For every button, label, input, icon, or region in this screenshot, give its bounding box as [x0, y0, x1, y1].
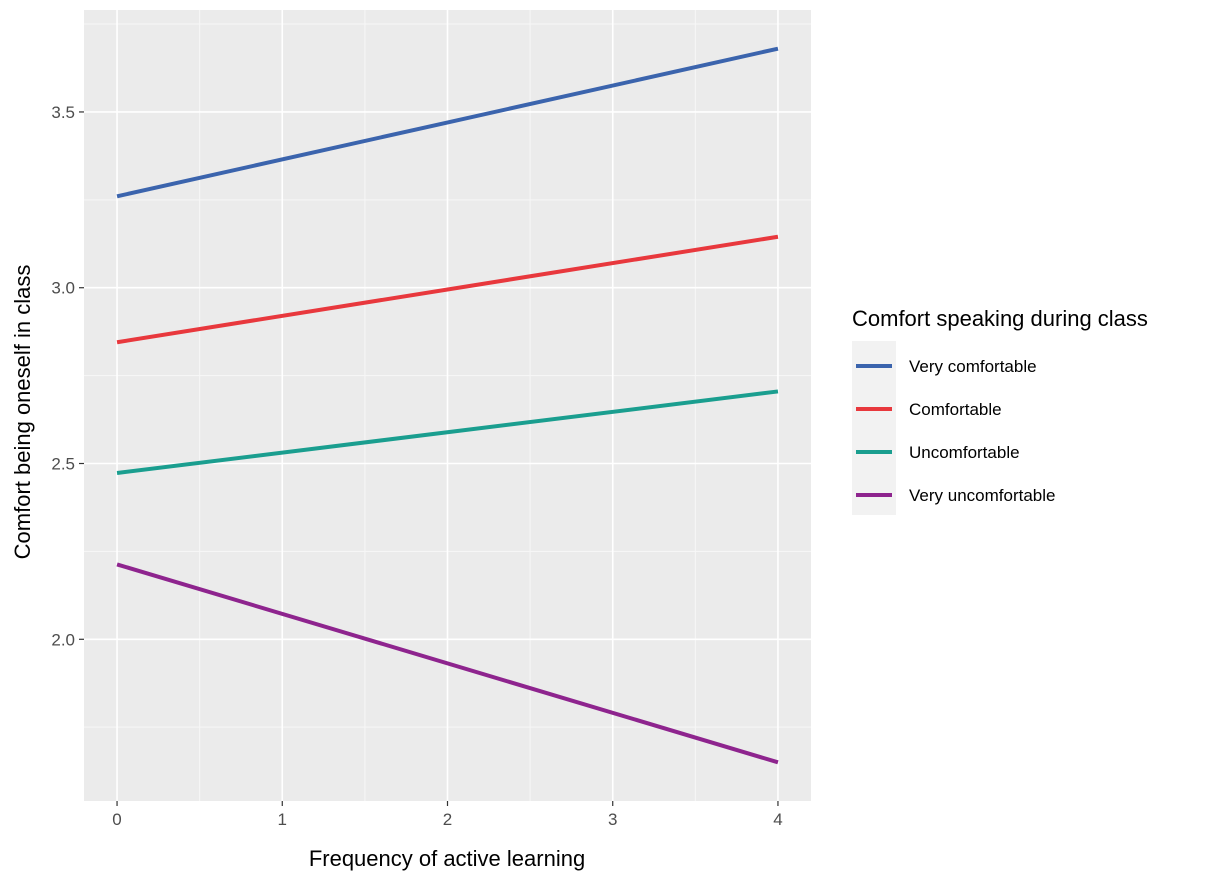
legend-label-comfortable: Comfortable [909, 400, 1002, 419]
y-tick-label: 2.0 [51, 630, 75, 649]
x-axis-ticks: 0 1 2 3 4 [112, 801, 783, 829]
y-tick-label: 3.5 [51, 103, 75, 122]
x-tick-label: 0 [112, 810, 121, 829]
y-axis-title: Comfort being oneself in class [10, 265, 35, 560]
x-axis-title: Frequency of active learning [309, 846, 585, 871]
x-tick-label: 2 [443, 810, 452, 829]
series-lines [116, 46, 779, 765]
series-line-very-uncomfortable [116, 562, 779, 765]
legend-title: Comfort speaking during class [852, 306, 1148, 331]
legend-label-very-comfortable: Very comfortable [909, 357, 1037, 376]
series-line-uncomfortable [116, 389, 779, 475]
legend-label-very-uncomfortable: Very uncomfortable [909, 486, 1055, 505]
x-tick-label: 4 [773, 810, 782, 829]
legend-items: Very comfortable Comfortable Uncomfortable… [856, 357, 1055, 505]
series-line-very-comfortable [116, 46, 779, 199]
y-tick-label: 2.5 [51, 455, 75, 474]
y-tick-label: 3.0 [51, 279, 75, 298]
series-line-comfortable [116, 234, 779, 345]
x-tick-label: 3 [608, 810, 617, 829]
legend-key-background [852, 341, 896, 515]
y-axis-ticks: 2.0 2.5 3.0 3.5 [51, 103, 84, 649]
x-tick-label: 1 [278, 810, 287, 829]
legend-label-uncomfortable: Uncomfortable [909, 443, 1020, 462]
legend: Comfort speaking during class Very comfo… [852, 306, 1148, 515]
